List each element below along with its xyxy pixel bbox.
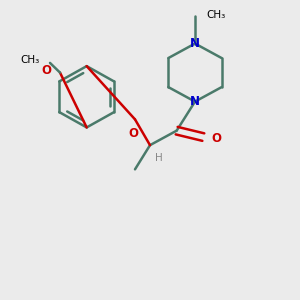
Text: CH₃: CH₃	[207, 10, 226, 20]
Text: O: O	[42, 64, 52, 77]
Text: N: N	[190, 37, 200, 50]
Text: H: H	[155, 153, 163, 163]
Text: O: O	[212, 132, 222, 145]
Text: N: N	[190, 95, 200, 108]
Text: CH₃: CH₃	[21, 55, 40, 65]
Text: O: O	[128, 128, 138, 140]
